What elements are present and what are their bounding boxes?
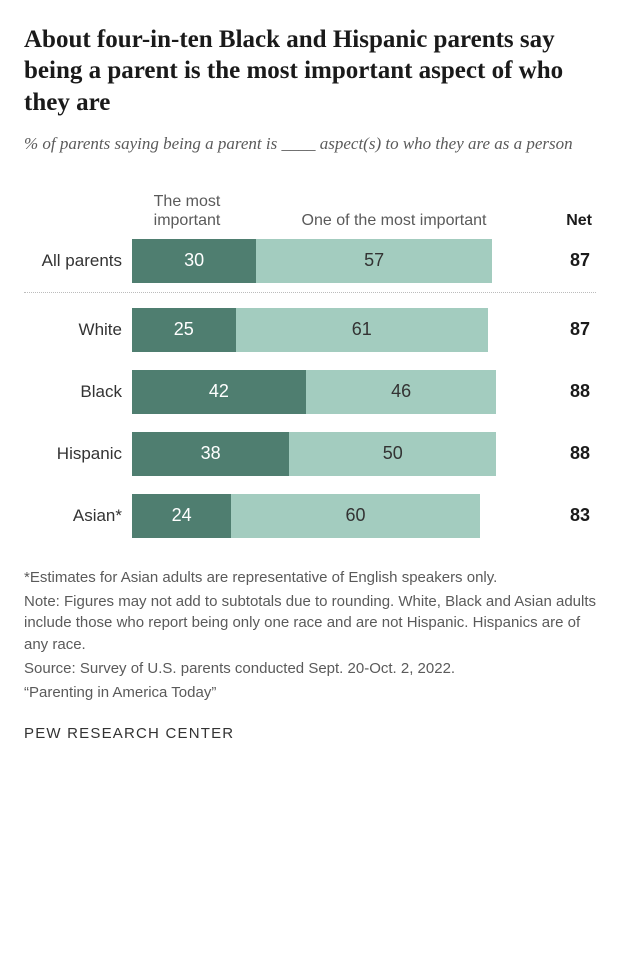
net-value: 87 (546, 250, 596, 271)
net-value: 87 (546, 319, 596, 340)
bar-track: 3057 (132, 239, 546, 283)
row-label: Hispanic (24, 444, 132, 464)
segment-most-important: 38 (132, 432, 289, 476)
segment-one-of-most: 60 (231, 494, 479, 538)
net-value: 88 (546, 381, 596, 402)
segment-most-important: 24 (132, 494, 231, 538)
segment-one-of-most: 61 (236, 308, 489, 352)
footnote-line: *Estimates for Asian adults are represen… (24, 567, 596, 589)
bar-track: 3850 (132, 432, 546, 476)
header-one-of-most: One of the most important (242, 211, 546, 230)
bar-row: Black424688 (24, 369, 596, 415)
row-label: Black (24, 382, 132, 402)
net-value: 88 (546, 443, 596, 464)
segment-most-important: 30 (132, 239, 256, 283)
segment-one-of-most: 57 (256, 239, 492, 283)
bar-row: Hispanic385088 (24, 431, 596, 477)
chart-subtitle: % of parents saying being a parent is __… (24, 132, 596, 156)
footnote-line: Note: Figures may not add to subtotals d… (24, 591, 596, 656)
bar-track: 4246 (132, 370, 546, 414)
row-label: All parents (24, 251, 132, 271)
footnote-line: Source: Survey of U.S. parents conducted… (24, 658, 596, 680)
header-most-important: The most important (132, 192, 242, 230)
net-value: 83 (546, 505, 596, 526)
bar-row: Asian*246083 (24, 493, 596, 539)
footnotes: *Estimates for Asian adults are represen… (24, 567, 596, 704)
bar-track: 2561 (132, 308, 546, 352)
bar-row: All parents305787 (24, 238, 596, 284)
group-divider (24, 292, 596, 293)
segment-most-important: 42 (132, 370, 306, 414)
footnote-line: “Parenting in America Today” (24, 682, 596, 704)
header-net: Net (546, 212, 596, 230)
chart-title: About four-in-ten Black and Hispanic par… (24, 24, 596, 118)
bar-track: 2460 (132, 494, 546, 538)
column-headers: The most important One of the most impor… (24, 192, 596, 230)
bar-row: White256187 (24, 307, 596, 353)
bar-chart: The most important One of the most impor… (24, 192, 596, 539)
segment-one-of-most: 46 (306, 370, 496, 414)
segment-most-important: 25 (132, 308, 236, 352)
row-label: Asian* (24, 506, 132, 526)
row-label: White (24, 320, 132, 340)
brand-attribution: PEW RESEARCH CENTER (24, 725, 596, 742)
segment-one-of-most: 50 (289, 432, 496, 476)
